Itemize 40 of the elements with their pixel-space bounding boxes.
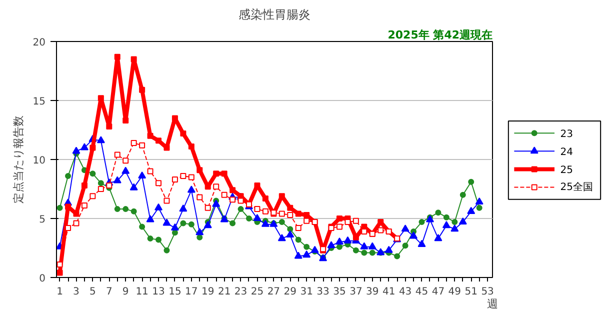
x-tick-label: 13 bbox=[152, 286, 165, 298]
x-tick-label: 43 bbox=[398, 286, 412, 298]
x-tick-label: 41 bbox=[382, 286, 396, 298]
y-tick-label: 5 bbox=[39, 214, 46, 226]
chart-subtitle: 2025年 第42週現在 bbox=[388, 28, 493, 42]
x-tick-label: 37 bbox=[350, 286, 362, 298]
y-tick-label: 20 bbox=[32, 38, 46, 48]
x-tick-label: 1 bbox=[56, 286, 63, 298]
x-tick-label: 7 bbox=[106, 286, 112, 298]
y-tick-label: 0 bbox=[39, 274, 46, 284]
y-axis-title: 定点当たり報告数 bbox=[12, 116, 25, 204]
x-tick-label: 49 bbox=[448, 286, 462, 298]
x-tick-label: 23 bbox=[234, 286, 248, 298]
x-axis-title: 週 bbox=[487, 298, 498, 310]
x-tick-label: 45 bbox=[415, 286, 428, 298]
x-tick-label: 47 bbox=[432, 286, 445, 298]
x-tick-label: 31 bbox=[300, 286, 313, 298]
legend-label: 25全国 bbox=[560, 180, 593, 193]
x-tick-label: 11 bbox=[136, 286, 148, 298]
x-tick-label: 17 bbox=[185, 286, 198, 298]
x-tick-label: 53 bbox=[481, 286, 494, 298]
x-tick-label: 29 bbox=[284, 286, 296, 298]
x-tick-label: 25 bbox=[250, 286, 264, 298]
legend-label: 24 bbox=[560, 147, 573, 158]
x-tick-label: 39 bbox=[366, 286, 379, 298]
x-tick-label: 27 bbox=[267, 286, 280, 298]
x-tick-label: 3 bbox=[73, 286, 80, 298]
x-tick-label: 21 bbox=[218, 286, 231, 298]
x-tick-label: 9 bbox=[122, 286, 129, 298]
legend-label: 23 bbox=[560, 129, 573, 140]
x-tick-label: 15 bbox=[168, 286, 182, 298]
x-tick-label: 33 bbox=[316, 286, 330, 298]
y-tick-label: 10 bbox=[32, 156, 46, 166]
x-tick-label: 5 bbox=[90, 286, 96, 298]
x-tick-label: 51 bbox=[464, 286, 478, 298]
y-tick-label: 15 bbox=[32, 96, 46, 108]
x-tick-label: 19 bbox=[202, 286, 214, 298]
chart-title: 感染性胃腸炎 bbox=[238, 8, 310, 22]
x-tick-label: 35 bbox=[333, 286, 346, 298]
legend-label: 25 bbox=[560, 165, 573, 176]
